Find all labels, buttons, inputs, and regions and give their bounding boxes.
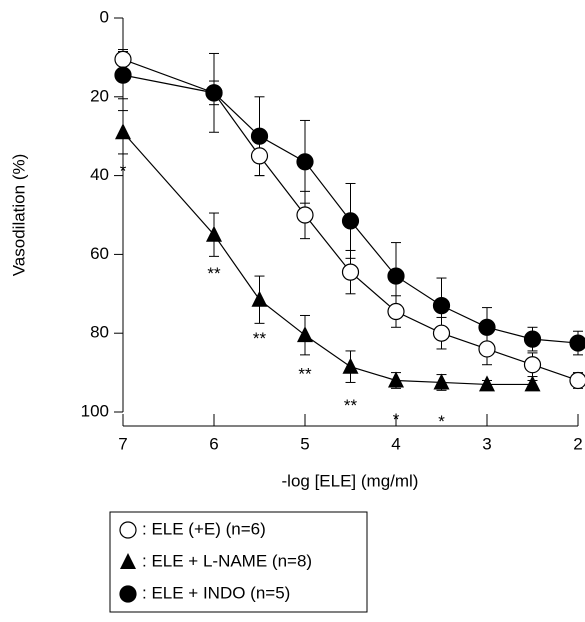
significance-label: ** xyxy=(207,264,221,283)
legend-label: : ELE (+E) (n=6) xyxy=(142,519,266,538)
y-axis-label: Vasodilation (%) xyxy=(9,154,28,277)
data-point xyxy=(296,153,314,171)
data-point xyxy=(524,375,541,392)
x-tick-label: 7 xyxy=(118,434,127,453)
data-point xyxy=(250,127,269,145)
y-tick-label: 100 xyxy=(81,401,109,420)
x-tick-label: 3 xyxy=(482,434,491,453)
data-point xyxy=(432,297,451,315)
x-tick-label: 6 xyxy=(209,434,218,453)
y-tick-label: 60 xyxy=(90,244,109,263)
data-point xyxy=(341,263,360,281)
data-point xyxy=(342,357,359,374)
data-point xyxy=(478,318,496,336)
data-point xyxy=(114,66,132,84)
significance-label: ** xyxy=(298,365,312,384)
y-tick-label: 40 xyxy=(90,165,109,184)
series-line xyxy=(122,58,579,382)
legend-box xyxy=(109,511,368,613)
data-point xyxy=(433,373,450,390)
data-point xyxy=(296,206,314,224)
legend-marker xyxy=(119,521,137,539)
significance-label: * xyxy=(438,412,445,431)
y-tick-label: 20 xyxy=(90,86,109,105)
data-point xyxy=(523,356,542,374)
significance-label: ** xyxy=(344,396,358,415)
data-point xyxy=(251,290,268,307)
y-tick-label: 80 xyxy=(90,323,109,342)
data-point xyxy=(115,123,131,140)
significance-label: * xyxy=(393,410,400,429)
legend-label: : ELE + L-NAME (n=8) xyxy=(142,551,312,570)
data-point xyxy=(341,212,360,230)
data-point xyxy=(478,340,496,358)
legend-marker xyxy=(119,585,137,603)
data-point xyxy=(432,324,451,342)
x-tick-label: 5 xyxy=(300,434,309,453)
series-line xyxy=(122,74,579,344)
data-point xyxy=(205,84,223,102)
series-line xyxy=(122,131,533,386)
data-point xyxy=(297,326,313,343)
x-tick-label: 2 xyxy=(573,434,582,453)
data-point xyxy=(479,375,495,392)
data-point xyxy=(206,225,222,242)
x-tick-label: 4 xyxy=(391,434,400,453)
y-tick-label: 0 xyxy=(100,7,109,26)
x-axis-label: -log [ELE] (mg/ml) xyxy=(282,471,419,490)
data-point xyxy=(250,147,269,165)
data-point xyxy=(523,330,542,348)
data-point xyxy=(388,371,404,388)
legend-label: : ELE + INDO (n=5) xyxy=(142,583,290,602)
significance-label: ** xyxy=(253,329,267,348)
data-point xyxy=(114,50,132,68)
data-point xyxy=(569,371,585,390)
significance-label: * xyxy=(120,162,127,181)
data-point xyxy=(387,267,405,285)
data-point xyxy=(387,302,405,321)
legend-marker xyxy=(120,553,136,569)
data-point xyxy=(569,334,585,352)
